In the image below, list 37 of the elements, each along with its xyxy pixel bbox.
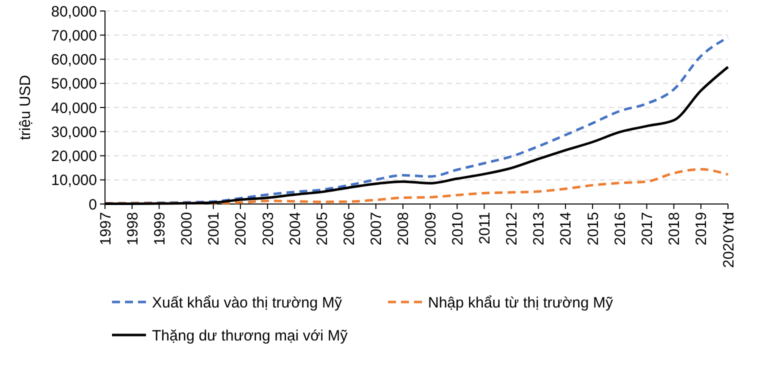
y-tick-label: 50,000 [51, 76, 97, 93]
x-tick-label: 2009 [422, 212, 440, 246]
y-tick-label: 10,000 [51, 172, 97, 190]
x-tick-label: 2003 [260, 212, 277, 246]
legend-label: Xuất khẩu vào thị trường Mỹ [152, 294, 342, 312]
y-tick-label: 80,000 [51, 3, 97, 20]
y-axis-title: triệu USD [17, 74, 34, 140]
y-tick-label: 40,000 [51, 100, 97, 117]
x-tick-label: 2001 [206, 212, 223, 246]
x-tick-label: 1998 [124, 212, 142, 246]
x-tick-label: 2014 [558, 212, 575, 246]
y-tick-label: 20,000 [51, 148, 97, 165]
x-tick-label: 2008 [395, 212, 412, 246]
x-tick-label: 2000 [178, 212, 196, 246]
x-tick-label: 2007 [368, 212, 386, 246]
x-tick-label: 2011 [476, 212, 494, 244]
x-tick-label: 2018 [666, 212, 684, 246]
y-tick-label: 60,000 [51, 52, 97, 68]
x-tick-label: 2004 [286, 212, 304, 246]
x-tick-label: 2006 [341, 212, 358, 246]
y-tick-label: 70,000 [51, 27, 97, 44]
x-tick-label: 2015 [584, 212, 602, 246]
legend-label: Nhập khẩu từ thị trường Mỹ [428, 294, 614, 312]
legend-label: Thặng dư thương mại với Mỹ [152, 327, 348, 344]
x-tick-label: 1997 [97, 212, 114, 246]
x-tick-label: 2020Ytd [720, 212, 738, 268]
x-tick-label: 2012 [504, 212, 521, 246]
x-tick-label: 2016 [612, 212, 629, 246]
x-tick-label: 2017 [638, 212, 656, 246]
y-tick-label: 30,000 [51, 124, 97, 141]
x-tick-label: 1999 [151, 212, 168, 246]
x-tick-label: 2013 [530, 212, 548, 246]
x-tick-label: 2005 [314, 212, 331, 246]
x-tick-label: 2002 [232, 212, 250, 246]
x-tick-label: 2019 [693, 212, 710, 246]
y-tick-label: 0 [88, 196, 97, 214]
x-tick-label: 2010 [449, 212, 466, 246]
